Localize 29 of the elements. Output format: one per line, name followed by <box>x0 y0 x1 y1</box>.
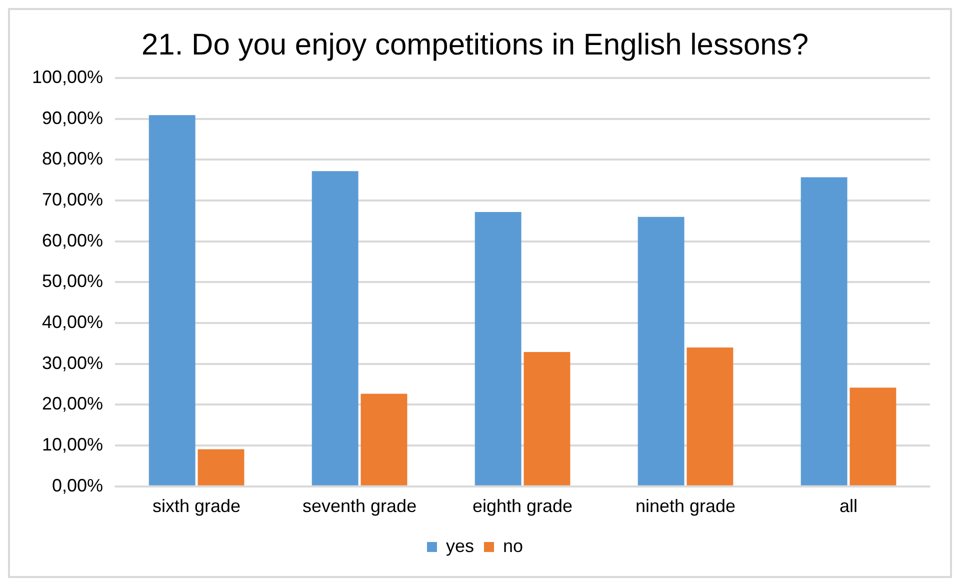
bar <box>148 115 196 486</box>
bar <box>850 388 896 486</box>
bar <box>686 348 734 486</box>
bar <box>638 216 684 486</box>
y-tick-label: 100,00% <box>32 66 104 87</box>
legend-label: yes <box>446 536 474 556</box>
x-tick-label: nineth grade <box>635 496 736 516</box>
bar <box>198 449 244 486</box>
y-tick-label: 70,00% <box>42 189 104 210</box>
bar <box>524 352 570 486</box>
x-tick-label: sixth grade <box>152 496 241 516</box>
bar <box>312 171 358 486</box>
y-tick-label: 30,00% <box>42 352 104 373</box>
chart-title: 21. Do you enjoy competitions in English lessons? <box>141 28 809 62</box>
y-tick-label: 60,00% <box>42 230 104 250</box>
x-tick-label: seventh grade <box>302 496 417 516</box>
x-tick-label: all <box>840 496 858 516</box>
y-tick-label: 40,00% <box>42 312 104 332</box>
y-tick-label: 10,00% <box>42 434 104 455</box>
bar <box>360 394 408 486</box>
legend-label: no <box>502 536 524 556</box>
bar <box>800 177 848 486</box>
y-tick-label: 90,00% <box>42 108 104 128</box>
y-tick-label: 20,00% <box>42 394 104 414</box>
y-tick-label: 80,00% <box>42 148 104 169</box>
bar <box>474 212 522 486</box>
x-tick-label: eighth grade <box>472 496 573 516</box>
y-tick-label: 0,00% <box>52 475 104 496</box>
y-tick-label: 50,00% <box>42 271 104 292</box>
